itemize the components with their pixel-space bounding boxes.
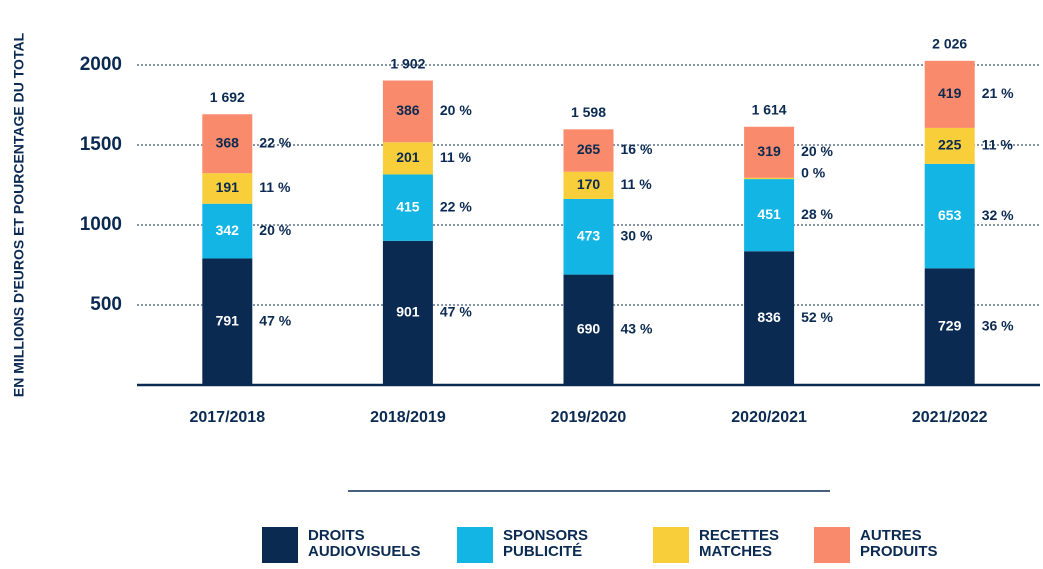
x-tick-label: 2018/2019	[370, 409, 446, 426]
bar-segment	[202, 114, 253, 174]
percent-label: 47 %	[259, 312, 291, 328]
bar-segment	[382, 174, 433, 241]
value-label: 419	[938, 85, 962, 101]
x-tick-label: 2017/2018	[189, 409, 265, 426]
bar-segment	[563, 198, 614, 275]
value-label: 191	[216, 179, 240, 195]
value-label: 729	[938, 317, 962, 333]
value-label: 342	[216, 222, 240, 238]
percent-label: 28 %	[801, 206, 833, 222]
percent-label: 36 %	[982, 317, 1014, 333]
bar-segment	[563, 171, 614, 199]
bar-segment	[924, 60, 975, 128]
y-tick-label: 2000	[80, 54, 122, 75]
bar-segment	[744, 179, 795, 252]
percent-label: 20 %	[801, 143, 833, 159]
value-label: 473	[577, 227, 601, 243]
total-label: 1 614	[752, 101, 787, 117]
bar-segment	[744, 126, 795, 178]
value-label: 225	[938, 137, 962, 153]
value-label: 690	[577, 321, 601, 337]
x-tick-label: 2021/2022	[912, 409, 988, 426]
percent-label: 32 %	[982, 207, 1014, 223]
value-label: 319	[757, 143, 781, 159]
total-label: 1 598	[571, 104, 606, 120]
bar-segment	[382, 80, 433, 143]
percent-label: 22 %	[259, 134, 291, 150]
percent-label: 20 %	[259, 222, 291, 238]
total-label: 1 692	[210, 89, 245, 105]
value-label: 368	[216, 134, 240, 150]
total-label: 1 902	[390, 55, 425, 71]
value-label: 265	[577, 141, 601, 157]
x-tick-label: 2020/2021	[731, 409, 807, 426]
value-label: 653	[938, 207, 962, 223]
percent-label: 11 %	[982, 137, 1014, 153]
bar-segment	[744, 251, 795, 385]
value-label: 451	[757, 206, 781, 222]
percent-label: 11 %	[621, 176, 653, 192]
y-axis-label: EN MILLIONS D'EUROS ET POURCENTAGE DU TO…	[11, 32, 27, 397]
y-tick-label: 500	[90, 294, 122, 315]
legend-label: AUTRES PRODUITS	[860, 527, 938, 560]
value-label: 170	[577, 176, 601, 192]
x-tick-label: 2019/2020	[551, 409, 627, 426]
y-tick-label: 1000	[80, 214, 122, 235]
value-label: 836	[757, 309, 781, 325]
bar-segment	[202, 173, 253, 204]
legend-label: RECETTES MATCHES	[699, 527, 779, 560]
percent-label: 43 %	[621, 321, 653, 337]
legend-swatch	[262, 527, 298, 563]
percent-label: 0 %	[801, 165, 826, 181]
legend-swatch	[814, 527, 850, 563]
bar-segment	[382, 142, 433, 175]
bar-segment	[744, 177, 795, 180]
bar-segment	[563, 274, 614, 385]
percent-label: 16 %	[621, 141, 653, 157]
bar-segment	[924, 127, 975, 164]
bar-segment	[924, 268, 975, 385]
legend-swatch	[653, 527, 689, 563]
percent-label: 22 %	[440, 198, 472, 214]
legend-label: SPONSORS PUBLICITÉ	[503, 527, 588, 560]
bar-segment	[924, 163, 975, 269]
value-label: 415	[396, 198, 420, 214]
percent-label: 21 %	[982, 85, 1014, 101]
percent-label: 11 %	[259, 179, 291, 195]
value-label: 901	[396, 304, 420, 320]
bar-segment	[202, 203, 253, 259]
value-label: 386	[396, 102, 420, 118]
value-label: 201	[396, 149, 420, 165]
percent-label: 52 %	[801, 309, 833, 325]
percent-label: 20 %	[440, 102, 472, 118]
percent-label: 47 %	[440, 304, 472, 320]
value-label: 791	[216, 312, 240, 328]
y-tick-label: 1500	[80, 134, 122, 155]
bar-segment	[202, 258, 253, 385]
percent-label: 30 %	[621, 227, 653, 243]
percent-label: 11 %	[440, 149, 472, 165]
legend-swatch	[457, 527, 493, 563]
bar-segment	[563, 129, 614, 172]
total-label: 2 026	[932, 36, 967, 52]
bar-segment	[382, 240, 433, 385]
legend-label: DROITS AUDIOVISUELS	[308, 527, 421, 560]
